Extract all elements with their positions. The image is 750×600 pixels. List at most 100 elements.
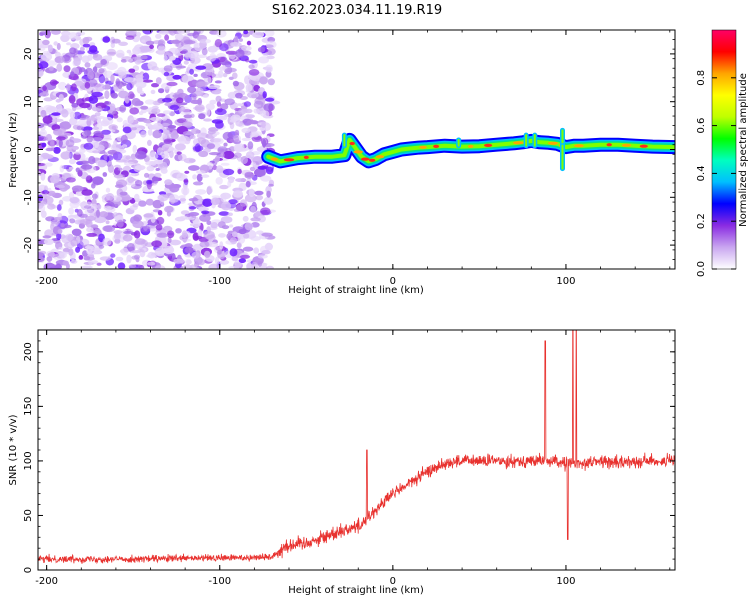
heatmap-noise-blob bbox=[164, 205, 174, 213]
heatmap-noise-blob bbox=[46, 250, 55, 258]
heatmap-noise-blob bbox=[265, 265, 274, 269]
heatmap-noise-blob bbox=[216, 101, 221, 107]
heatmap-noise-blob bbox=[154, 172, 162, 178]
heatmap-noise-blob bbox=[125, 35, 135, 40]
heatmap-noise-blob bbox=[169, 55, 176, 61]
heatmap-noise-blob bbox=[222, 72, 228, 78]
heatmap-noise-blob bbox=[177, 135, 190, 144]
heatmap-noise-blob bbox=[122, 126, 132, 134]
heatmap-noise-blob bbox=[128, 264, 137, 268]
heatmap-noise-blob bbox=[96, 209, 100, 218]
heatmap-noise-blob bbox=[215, 121, 224, 129]
heatmap-noise-blob bbox=[242, 215, 249, 222]
heatmap-noise-blob bbox=[235, 120, 244, 127]
heatmap-noise-blob bbox=[252, 120, 258, 125]
heatmap-noise-blob bbox=[102, 172, 108, 177]
heatmap-noise-blob bbox=[131, 98, 141, 106]
heatmap-noise-blob bbox=[113, 232, 121, 241]
heatmap-ridge-peak bbox=[548, 141, 558, 145]
heatmap-noise-blob bbox=[216, 115, 226, 120]
heatmap-noise-blob bbox=[163, 138, 172, 144]
heatmap-noise-blob bbox=[176, 151, 182, 155]
heatmap-ridge-peak bbox=[375, 155, 385, 159]
heatmap-noise-blob bbox=[184, 246, 194, 254]
heatmap-noise-blob bbox=[144, 172, 150, 178]
heatmap-noise-blob bbox=[261, 121, 266, 129]
heatmap-noise-blob bbox=[145, 160, 156, 166]
heatmap-noise-blob bbox=[183, 114, 193, 119]
heatmap-noise-blob bbox=[84, 82, 91, 89]
heatmap-noise-blob bbox=[105, 187, 111, 193]
heatmap-noise-blob bbox=[160, 151, 169, 157]
heatmap-noise-blob bbox=[242, 108, 249, 113]
heatmap-noise-blob bbox=[70, 239, 79, 247]
heatmap-noise-blob bbox=[251, 132, 259, 138]
heatmap-noise-blob bbox=[155, 224, 163, 231]
heatmap-noise-blob bbox=[232, 80, 239, 87]
heatmap-noise-blob bbox=[251, 135, 263, 142]
heatmap-noise-blob bbox=[69, 117, 78, 126]
heatmap-noise-blob bbox=[265, 64, 273, 73]
heatmap-noise-blob bbox=[100, 59, 108, 65]
heatmap-noise-blob bbox=[243, 233, 250, 239]
heatmap-noise-blob bbox=[118, 90, 129, 99]
heatmap-noise-blob bbox=[175, 97, 184, 104]
heatmap-noise-blob bbox=[254, 190, 264, 196]
heatmap-noise-blob bbox=[58, 139, 63, 147]
heatmap-noise-blob bbox=[72, 145, 79, 150]
heatmap-noise-blob bbox=[130, 250, 142, 254]
heatmap-noise-blob bbox=[245, 114, 255, 119]
heatmap-ridge-peak bbox=[283, 158, 295, 162]
heatmap-noise-blob bbox=[238, 228, 247, 235]
heatmap-noise-blob bbox=[250, 156, 263, 162]
heatmap-ridge-peak bbox=[433, 144, 440, 148]
heatmap-noise-blob bbox=[68, 248, 74, 256]
heatmap-noise-blob bbox=[43, 154, 54, 159]
heatmap-noise-blob bbox=[123, 230, 134, 235]
heatmap-noise-blob bbox=[107, 164, 114, 173]
heatmap-noise-blob bbox=[171, 99, 177, 105]
heatmap-ridge-peak bbox=[639, 144, 648, 148]
heatmap-noise-blob bbox=[155, 168, 160, 171]
heatmap-noise-blob bbox=[84, 195, 92, 201]
heatmap-noise-blob bbox=[206, 188, 213, 194]
heatmap-noise-blob bbox=[102, 116, 114, 125]
heatmap-noise-blob bbox=[214, 80, 222, 84]
heatmap-noise-blob bbox=[239, 254, 251, 259]
heatmap-noise-blob bbox=[107, 149, 118, 155]
y-tick-label: 100 bbox=[23, 451, 34, 470]
heatmap-noise-blob bbox=[178, 106, 190, 115]
heatmap-noise-blob bbox=[239, 199, 248, 207]
heatmap-noise-blob bbox=[56, 204, 62, 211]
heatmap-noise-blob bbox=[166, 81, 178, 87]
heatmap-noise-blob bbox=[95, 83, 106, 92]
heatmap-noise-blob bbox=[185, 259, 192, 265]
heatmap-noise-blob bbox=[97, 204, 102, 210]
heatmap-noise-blob bbox=[129, 107, 140, 115]
heatmap-noise-blob bbox=[60, 222, 65, 228]
heatmap-noise-blob bbox=[103, 205, 112, 211]
heatmap-noise-blob bbox=[246, 40, 252, 46]
heatmap-noise-blob bbox=[215, 95, 222, 103]
heatmap-noise-blob bbox=[188, 165, 200, 171]
heatmap-x-label: Height of straight line (km) bbox=[288, 285, 424, 296]
heatmap-noise-blob bbox=[194, 235, 203, 239]
heatmap-noise-blob bbox=[175, 65, 187, 69]
heatmap-noise-blob bbox=[134, 193, 140, 202]
heatmap-noise-blob bbox=[135, 150, 147, 160]
heatmap-noise-blob bbox=[244, 222, 254, 231]
heatmap-ridge-layer bbox=[261, 127, 675, 172]
heatmap-noise-blob bbox=[214, 39, 223, 48]
heatmap-noise-blob bbox=[231, 256, 239, 262]
heatmap-noise-blob bbox=[139, 225, 151, 233]
heatmap-noise-blob bbox=[202, 198, 213, 207]
heatmap-noise-blob bbox=[96, 105, 103, 113]
heatmap-noise-blob bbox=[220, 201, 232, 211]
heatmap-noise-blob bbox=[126, 156, 138, 160]
heatmap-x-axis: -200 -100 0 100 bbox=[35, 30, 671, 287]
heatmap-noise-blob bbox=[140, 105, 149, 110]
heatmap-noise-blob bbox=[147, 128, 153, 136]
heatmap-noise-blob bbox=[265, 166, 274, 175]
heatmap-noise-blob bbox=[181, 238, 192, 242]
heatmap-noise-blob bbox=[181, 121, 193, 128]
